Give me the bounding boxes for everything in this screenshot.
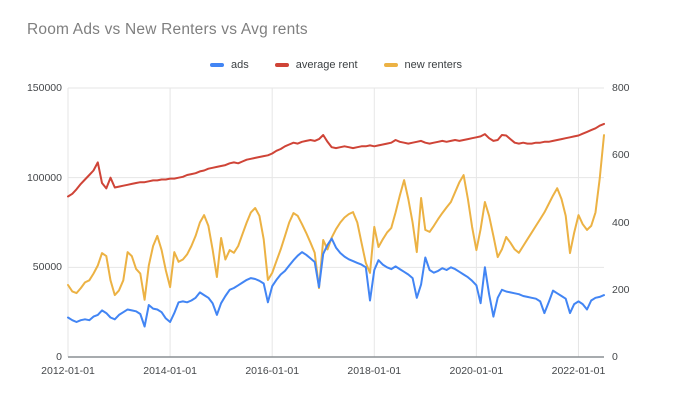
legend-label-ads: ads [231,59,249,71]
x-axis-tick-label: 2016-01-01 [245,365,300,377]
legend-swatch-average-rent [274,63,289,67]
x-axis-tick-label: 2018-01-01 [347,365,402,377]
series-line-new-renters [67,134,605,301]
legend-item-ads: ads [210,59,249,71]
y-axis-right-tick-label: 200 [612,283,630,296]
series-line-average-rent [67,122,605,198]
y-axis-right-tick-label: 0 [612,351,618,363]
legend-label-new-renters: new renters [404,59,462,71]
legend-swatch-ads [210,63,224,67]
x-axis-tick-label: 2022-01-01 [551,365,606,377]
legend-swatch-new-renters [383,63,398,67]
chart-title: Room Ads vs New Renters vs Avg rents [27,21,308,38]
legend: ads average rent new renters [68,57,604,73]
legend-item-new-renters: new renters [383,59,462,71]
legend-item-average-rent: average rent [274,59,358,71]
series-line-ads [67,237,605,328]
y-axis-left-tick-label: 150000 [26,82,62,94]
x-axis-tick-label: 2014-01-01 [143,365,197,377]
x-axis-tick-label: 2012-01-01 [41,365,95,377]
y-axis-right-tick-label: 800 [612,82,630,94]
y-axis-left-tick-label: 100000 [26,171,62,184]
y-axis-right-tick-label: 600 [612,149,630,162]
y-axis-right-tick-label: 400 [612,216,630,229]
x-axis-tick-label: 2020-01-01 [449,365,504,377]
y-axis-left-tick-label: 50000 [32,261,62,274]
y-axis-left-tick-label: 0 [56,351,62,363]
legend-label-average-rent: average rent [295,59,358,71]
